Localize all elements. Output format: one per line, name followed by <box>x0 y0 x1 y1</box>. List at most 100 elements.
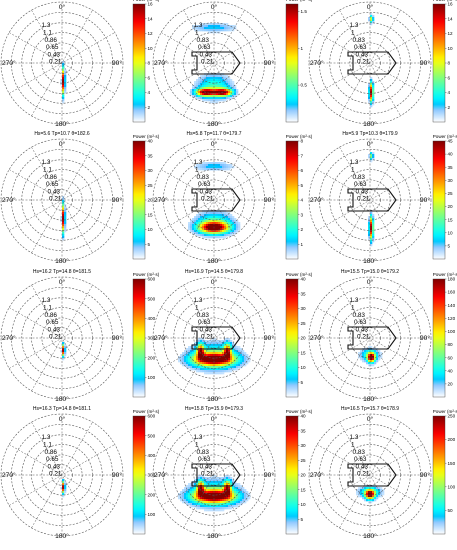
heatmap-cell <box>228 370 231 373</box>
heatmap-cell <box>62 487 65 490</box>
heatmap-cell <box>192 362 195 365</box>
heatmap-cell <box>200 491 203 494</box>
heatmap-cell <box>198 489 201 492</box>
heatmap-cell <box>358 487 361 490</box>
heatmap-cell <box>214 491 217 494</box>
heatmap-cell <box>192 368 195 371</box>
heatmap-cell <box>380 495 383 498</box>
heatmap-cell <box>226 362 229 365</box>
heatmap-cell <box>216 368 219 371</box>
heatmap-cell <box>178 360 181 363</box>
heatmap-cell <box>240 356 243 359</box>
heatmap-cell <box>370 83 373 86</box>
heatmap-cell <box>206 509 209 512</box>
heatmap-cell <box>370 238 373 241</box>
heatmap-cell <box>370 346 373 349</box>
heatmap-cell <box>228 83 231 86</box>
heatmap-cell <box>210 499 213 502</box>
radial-label: 1.3 <box>42 297 51 304</box>
heatmap-cell <box>202 77 205 80</box>
heatmap-cell <box>238 501 241 504</box>
heatmap-cell <box>228 168 231 171</box>
angle-label-top: 0° <box>367 415 374 423</box>
heatmap-cell <box>216 162 219 165</box>
heatmap-cell <box>368 218 371 221</box>
heatmap-cell <box>222 477 225 480</box>
heatmap-cell <box>208 216 211 219</box>
panel-title: Hs=5.8 Tp=11.7 θ=179.7 <box>187 131 242 137</box>
heatmap-cell <box>202 232 205 235</box>
heatmap-cell <box>216 216 219 219</box>
heatmap-cell <box>204 483 207 486</box>
heatmap-cell <box>214 31 217 34</box>
heatmap-cell <box>370 234 373 237</box>
radial-label: 0.86 <box>45 174 58 181</box>
heatmap-cell <box>234 89 237 92</box>
colorbar-tick-label: 60 <box>448 355 454 360</box>
heatmap-cell <box>190 91 193 94</box>
heatmap-cell <box>222 509 225 512</box>
heatmap-cell <box>372 240 375 243</box>
heatmap-cell <box>234 350 237 353</box>
heatmap-cell <box>206 483 209 486</box>
heatmap-cell <box>202 346 205 349</box>
heatmap-cell <box>368 216 371 219</box>
heatmap-cell <box>190 485 193 488</box>
heatmap-cell <box>364 352 367 355</box>
heatmap-cell <box>248 358 251 361</box>
heatmap-cell <box>216 75 219 78</box>
heatmap-cell <box>232 364 235 367</box>
heatmap-cell <box>194 495 197 498</box>
heatmap-cell <box>370 85 373 88</box>
heatmap-cell <box>202 162 205 165</box>
heatmap-cell <box>220 222 223 225</box>
heatmap-cell <box>210 164 213 167</box>
heatmap-cell <box>212 222 215 225</box>
heatmap-cell <box>368 93 371 96</box>
heatmap-cell <box>358 489 361 492</box>
heatmap-cell <box>230 495 233 498</box>
heatmap-cell <box>370 236 373 239</box>
heatmap-cell <box>234 220 237 223</box>
heatmap-cell <box>202 475 205 478</box>
heatmap-cell <box>194 29 197 32</box>
polar-spoke <box>339 285 401 391</box>
heatmap-cell <box>198 77 201 80</box>
heatmap-cell <box>378 487 381 490</box>
heatmap-cell <box>214 501 217 504</box>
heatmap-cell <box>212 214 215 217</box>
heatmap-cell <box>210 77 213 80</box>
colorbar-tick-label: 8 <box>448 61 451 66</box>
heatmap-cell <box>214 479 217 482</box>
heatmap-cell <box>208 501 211 504</box>
heatmap-cell <box>60 220 63 223</box>
radial-label: 0.65 <box>46 319 59 326</box>
heatmap-cell <box>190 358 193 361</box>
heatmap-cell <box>236 503 239 506</box>
heatmap-cell <box>368 224 371 227</box>
colorbar-tick-label: 35 <box>301 291 307 296</box>
angle-label-right: 90° <box>112 59 122 67</box>
heatmap-cell <box>214 95 217 98</box>
heatmap-cell <box>194 220 197 223</box>
heatmap-cell <box>218 29 221 32</box>
heatmap-cell <box>210 358 213 361</box>
heatmap-cell <box>208 370 211 373</box>
heatmap-cell <box>218 162 221 165</box>
heatmap-cell <box>210 97 213 100</box>
heatmap-cell <box>380 356 383 359</box>
polar-ring <box>308 138 432 262</box>
heatmap-cell <box>214 222 217 225</box>
heatmap-cell <box>240 497 243 500</box>
heatmap-cell <box>232 226 235 229</box>
heatmap-cell <box>202 93 205 96</box>
heatmap-cell <box>62 79 65 82</box>
heatmap-cell <box>202 214 205 217</box>
heatmap-cell <box>206 372 209 375</box>
heatmap-cell <box>212 220 215 223</box>
heatmap-cell <box>232 489 235 492</box>
heatmap-cell <box>212 340 215 343</box>
heatmap-cell <box>200 222 203 225</box>
radial-label: 0.21 <box>49 59 62 66</box>
